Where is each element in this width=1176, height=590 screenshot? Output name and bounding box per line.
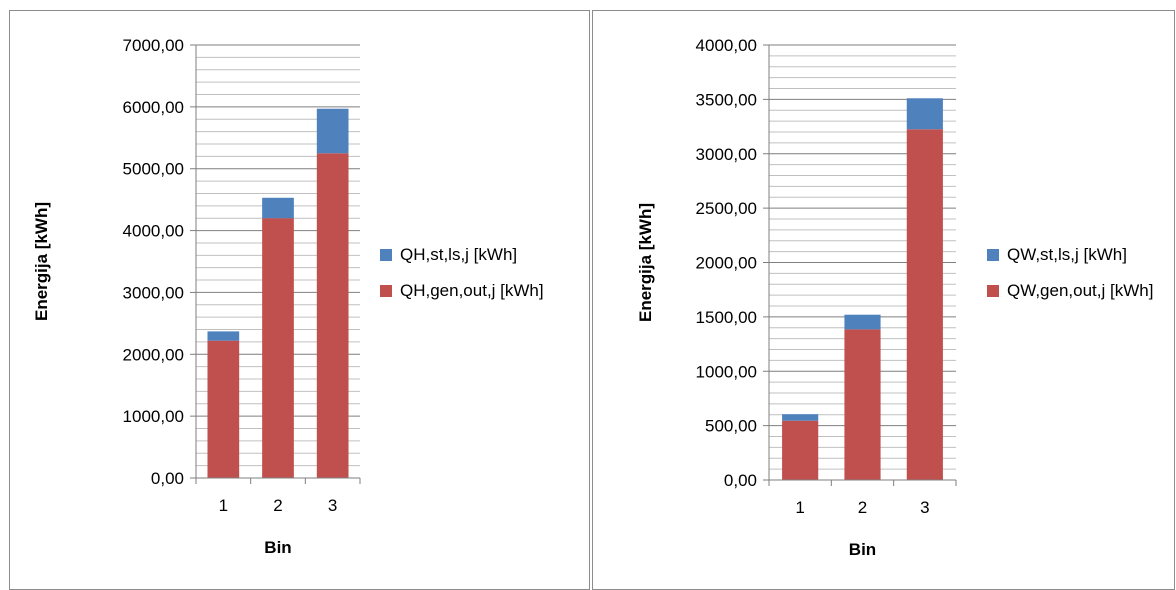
right-x-tick-label: 2 — [858, 498, 867, 517]
right-bar-gen-bin-1 — [782, 421, 818, 480]
right-x-tick-label: 3 — [920, 498, 929, 517]
right-legend-label-st: QW,st,ls,j [kWh] — [1007, 245, 1127, 264]
right-legend: QW,st,ls,j [kWh] QW,gen,out,j [kWh] — [985, 243, 1157, 315]
right-y-tick-label: 2500,00 — [696, 199, 757, 218]
left-chart-panel: 1 2 3 0,00 1000,00 2000,00 3000,00 4000,00 5000,… — [9, 10, 590, 590]
left-bar-st-bin-2 — [262, 198, 294, 218]
left-legend: QH,st,ls,j [kWh] QH,gen,out,j [kWh] — [378, 243, 550, 315]
left-legend-label-gen: QH,gen,out,j [kWh] — [400, 281, 544, 300]
left-legend-swatch-gen — [380, 285, 392, 297]
right-legend-label-gen: QW,gen,out,j [kWh] — [1007, 281, 1153, 300]
left-legend-entry-st: QH,st,ls,j [kWh] — [378, 243, 550, 267]
right-y-tick-label: 3000,00 — [696, 145, 757, 164]
right-y-tick-label: 0,00 — [724, 471, 757, 490]
right-y-tick-label: 1000,00 — [696, 362, 757, 381]
left-y-axis-title: Energija [kWh] — [32, 202, 51, 321]
right-legend-swatch-gen — [987, 285, 999, 297]
right-y-axis-title: Energija [kWh] — [636, 203, 655, 322]
left-bar-gen-bin-3 — [317, 153, 349, 478]
right-bar-st-bin-2 — [844, 315, 880, 330]
left-y-tick-label: 0,00 — [151, 469, 184, 488]
left-y-tick-label: 2000,00 — [123, 345, 184, 364]
right-x-tick-label: 1 — [795, 498, 804, 517]
left-y-tick-label: 5000,00 — [123, 160, 184, 179]
left-y-tick-label: 7000,00 — [123, 36, 184, 55]
right-legend-entry-gen: QW,gen,out,j [kWh] — [985, 279, 1157, 303]
left-y-tick-label: 4000,00 — [123, 222, 184, 241]
left-bar-gen-bin-1 — [207, 341, 239, 478]
right-bar-st-bin-3 — [907, 98, 943, 129]
left-legend-label-st: QH,st,ls,j [kWh] — [400, 245, 517, 264]
right-bar-st-bin-1 — [782, 414, 818, 421]
right-y-tick-label: 2000,00 — [696, 254, 757, 273]
left-bar-st-bin-1 — [207, 331, 239, 340]
right-y-tick-label: 500,00 — [705, 417, 757, 436]
left-x-axis-title: Bin — [264, 538, 291, 557]
left-x-tick-label: 3 — [328, 496, 337, 515]
left-bar-st-bin-3 — [317, 109, 349, 154]
right-legend-entry-st: QW,st,ls,j [kWh] — [985, 243, 1157, 267]
left-y-tick-label: 1000,00 — [123, 407, 184, 426]
left-y-tick-label: 3000,00 — [123, 283, 184, 302]
right-x-axis-title: Bin — [849, 540, 876, 559]
right-legend-swatch-st — [987, 249, 999, 261]
left-x-tick-label: 2 — [273, 496, 282, 515]
right-y-tick-label: 3500,00 — [696, 90, 757, 109]
left-x-tick-label: 1 — [219, 496, 228, 515]
left-bar-gen-bin-2 — [262, 218, 294, 478]
right-bar-gen-bin-3 — [907, 129, 943, 480]
right-y-tick-label: 4000,00 — [696, 36, 757, 55]
right-bar-gen-bin-2 — [844, 329, 880, 480]
left-legend-swatch-st — [380, 249, 392, 261]
right-y-tick-label: 1500,00 — [696, 308, 757, 327]
right-chart-panel: 1 2 3 0,00 500,00 1000,00 1500,00 2000,00 2500,0… — [592, 10, 1175, 590]
left-legend-entry-gen: QH,gen,out,j [kWh] — [378, 279, 550, 303]
left-y-tick-label: 6000,00 — [123, 98, 184, 117]
